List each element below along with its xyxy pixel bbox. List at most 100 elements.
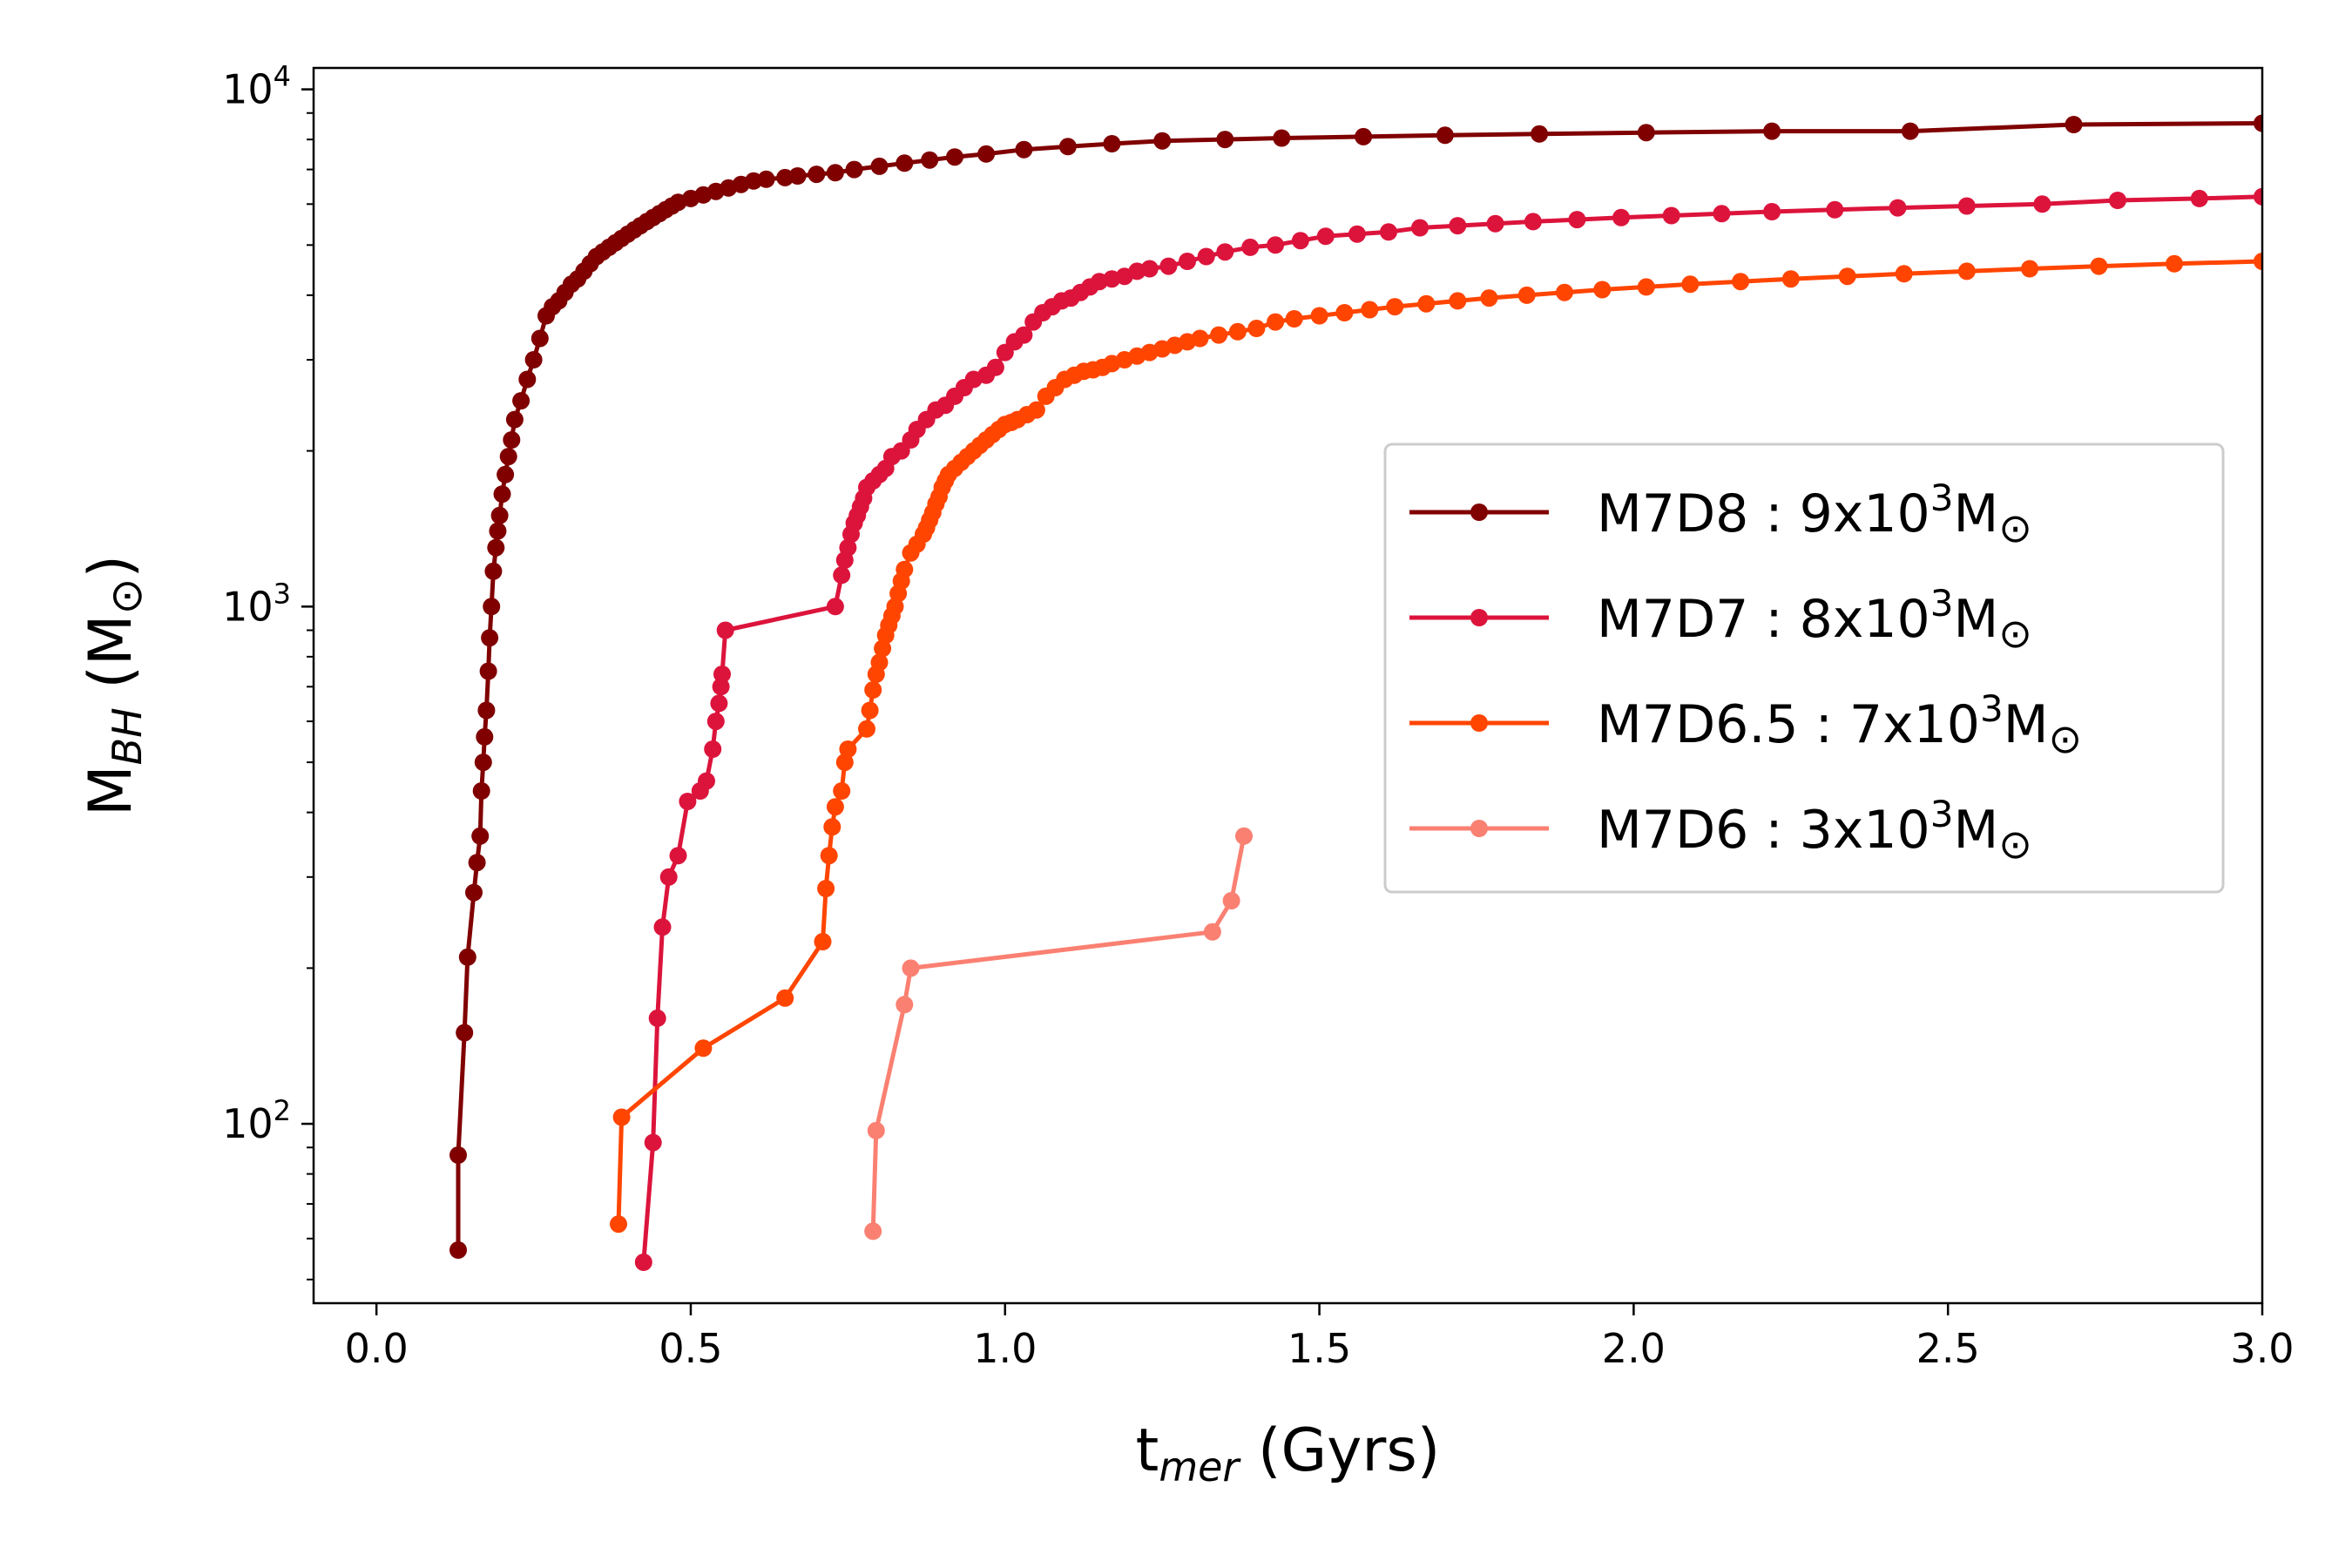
data-point [449,1146,467,1164]
data-point [833,782,851,800]
data-point [2065,116,2083,133]
data-point [493,485,511,504]
data-point [864,681,882,699]
data-point [1216,243,1234,261]
data-point [1411,219,1429,237]
data-point [1449,217,1467,235]
data-point [472,782,490,800]
data-point [858,720,875,738]
data-point [1763,203,1781,220]
data-point [2254,253,2262,270]
data-point [490,506,509,524]
data-point [1531,125,1549,143]
data-point [449,1241,467,1259]
data-point [1486,214,1504,233]
data-point [1612,208,1630,226]
data-point [1895,265,1913,283]
data-point [1763,122,1781,140]
legend-marker [1470,820,1488,837]
data-point [1316,227,1335,246]
data-point [1235,827,1253,845]
data-point [2254,187,2262,206]
data-point [659,868,678,886]
data-point [1103,135,1121,152]
data-point [484,562,503,580]
data-point [458,948,476,966]
data-point [1228,322,1247,341]
data-point [1361,301,1379,319]
data-point [1556,283,1573,301]
series-m7d7 [634,187,2262,1271]
legend-item-m7d6: M7D6 : 3x103M⊙ [1409,793,2032,868]
x-axis-label: tmer (Gyrs) [1136,1416,1441,1490]
data-point [874,639,892,658]
x-tick-label: 2.0 [1602,1325,1666,1372]
data-point [1517,286,1536,304]
legend-marker [1470,609,1488,626]
data-point [1732,273,1750,291]
data-point [867,1121,885,1139]
data-point [489,522,507,540]
data-point [2090,257,2108,275]
data-point [1889,199,1907,217]
data-point [826,598,844,616]
data-point [1247,320,1266,337]
legend-item-m7d6-5: M7D6.5 : 7x103M⊙ [1409,687,2082,762]
data-point [1348,225,1366,243]
x-tick-label: 3.0 [2230,1325,2294,1372]
data-point [946,148,963,166]
data-point [1267,236,1285,254]
data-point [808,166,826,184]
data-point [713,666,731,683]
x-tick-label: 0.0 [345,1325,409,1372]
data-point [487,538,505,557]
data-point [512,392,531,410]
data-point [826,798,844,816]
data-point [476,727,494,746]
data-point [1027,401,1045,419]
series-layer [449,114,2262,1271]
data-point [1380,223,1397,241]
data-point [2109,192,2126,209]
legend-label: M7D7 : 8x103M⊙ [1597,582,2032,657]
data-point [1436,126,1454,145]
legend-box [1383,443,2225,894]
x-tick-label: 0.5 [659,1325,722,1372]
data-point [634,1254,652,1271]
data-point [669,847,687,865]
data-point [648,1009,666,1027]
data-point [694,1039,713,1058]
data-point [1191,329,1209,348]
data-point [1216,131,1234,149]
data-point [886,598,904,616]
data-point [704,740,722,758]
series-m7d8 [449,114,2262,1259]
data-point [1197,247,1215,266]
data-point [1203,923,1221,941]
y-axis-label: MBH (M⊙) [77,555,152,816]
data-point [870,157,889,175]
data-point [1241,238,1260,256]
plot-area-frame [312,66,2264,1305]
data-point [1386,298,1404,316]
data-point [1480,289,1498,308]
data-point [839,538,857,557]
data-point [1291,232,1309,250]
ticks-layer: 0.0 0.5 1.0 1.5 2.0 2.5 3.0 102 103 104 [222,60,2294,1372]
data-point [1826,200,1844,219]
data-point [1015,326,1033,344]
data-point [1015,140,1033,159]
legend-label: M7D8 : 9x103M⊙ [1597,476,2032,551]
data-point [679,793,697,810]
x-tick-label: 2.5 [1916,1325,1980,1372]
data-point [835,754,854,772]
series-m7d6 [864,827,1253,1240]
data-point [1838,267,1856,286]
data-point [474,754,492,772]
data-point [479,662,497,680]
data-point [1637,124,1655,142]
data-point [902,959,920,977]
y-tick-label: 102 [222,1094,291,1147]
data-point [503,431,521,449]
